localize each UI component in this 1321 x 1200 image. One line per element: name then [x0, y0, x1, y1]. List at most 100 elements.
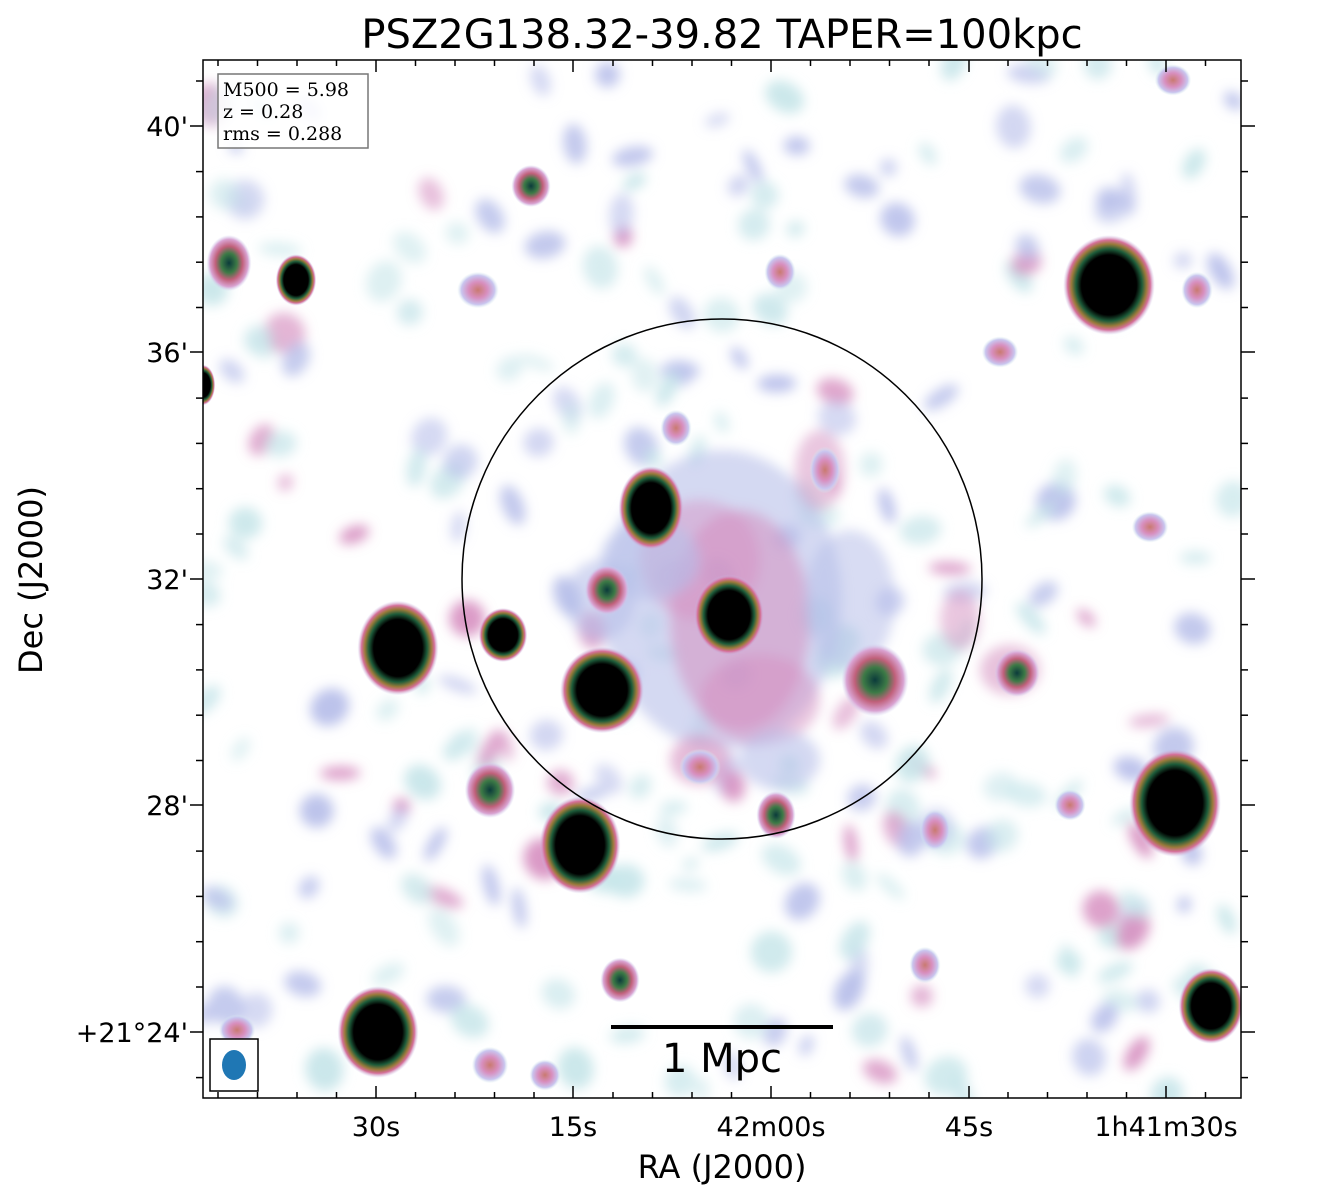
noise-blob: [563, 123, 587, 164]
bright-source: [1129, 749, 1221, 857]
weak-source: [1131, 511, 1169, 543]
noise-blob: [422, 885, 464, 909]
noise-blob: [582, 245, 618, 289]
noise-blob: [1128, 822, 1153, 859]
noise-blob: [918, 142, 937, 166]
noise-blob: [426, 985, 466, 1013]
noise-blob: [817, 400, 857, 436]
noise-blob: [928, 562, 972, 575]
noise-blob: [816, 378, 854, 405]
noise-blob: [443, 444, 478, 479]
noise-blob: [264, 430, 297, 458]
noise-blob: [411, 417, 448, 457]
noise-blob: [996, 105, 1031, 149]
weak-source: [809, 446, 841, 494]
weak-source: [457, 271, 499, 309]
bright-source: [1063, 235, 1155, 335]
noise-blob: [705, 112, 730, 128]
bright-source: [357, 600, 439, 696]
noise-blob: [714, 411, 729, 433]
halo-emission: [940, 590, 980, 650]
noise-blob: [243, 325, 273, 354]
x-axis-label: RA (J2000): [638, 1148, 807, 1186]
noise-blob: [541, 978, 576, 1009]
x-tick-label: 30s: [352, 1112, 400, 1143]
y-tick-label: 28': [146, 791, 188, 822]
noise-blob: [752, 293, 788, 326]
weak-source: [679, 748, 721, 786]
noise-blob: [319, 766, 361, 780]
beam-ellipse: [222, 1050, 246, 1080]
noise-blob: [396, 299, 423, 326]
noise-blob: [392, 231, 427, 264]
beam-indicator: [209, 1038, 259, 1092]
noise-blob: [659, 800, 688, 815]
noise-blob: [1025, 973, 1050, 999]
noise-blob: [656, 815, 678, 848]
noise-blob: [1083, 60, 1112, 80]
noise-blob: [784, 883, 820, 920]
bright-source: [1178, 968, 1241, 1044]
medium-source: [584, 564, 630, 616]
noise-blob: [743, 149, 763, 183]
noise-blob: [924, 1056, 968, 1096]
noise-blob: [783, 136, 810, 156]
noise-blob: [1217, 904, 1237, 935]
noise-blob: [844, 824, 858, 863]
noise-blob: [1005, 781, 1047, 808]
noise-blob: [258, 242, 302, 257]
noise-blob: [219, 359, 245, 383]
noise-blob: [730, 346, 749, 370]
medium-source: [756, 791, 796, 839]
y-tick-label: 32': [146, 565, 188, 596]
rms-text: rms = 0.288: [223, 123, 342, 145]
noise-blob: [203, 886, 233, 911]
noise-blob: [263, 312, 306, 354]
noise-blob: [1063, 336, 1084, 355]
noise-blob: [371, 962, 405, 986]
noise-blob: [645, 449, 662, 467]
info-box: M500 = 5.98 z = 0.28 rms = 0.288: [217, 73, 369, 149]
noise-blob: [897, 821, 926, 857]
noise-blob: [478, 729, 504, 769]
y-tick-label: 40': [146, 112, 188, 143]
noise-blob: [1118, 891, 1150, 919]
noise-blob: [738, 208, 770, 241]
noise-blob: [1120, 172, 1137, 216]
noise-blob: [209, 178, 240, 210]
noise-blob: [628, 774, 652, 799]
noise-blob: [1091, 1002, 1118, 1033]
noise-blob: [512, 887, 527, 929]
noise-blob: [644, 266, 665, 296]
noise-blob: [562, 402, 581, 435]
noise-blob: [203, 685, 221, 715]
noise-blob: [611, 343, 638, 368]
noise-blob: [277, 474, 293, 491]
noise-blob: [284, 971, 322, 997]
noise-blob: [1116, 911, 1150, 950]
m500-text: M500 = 5.98: [223, 79, 349, 101]
noise-blob: [203, 581, 221, 607]
chart-title: PSZ2G138.32-39.82 TAPER=100kpc: [361, 12, 1082, 58]
noise-blob: [720, 770, 746, 802]
noise-blob: [878, 488, 896, 524]
r500-circle: [461, 318, 983, 840]
weak-source: [1181, 271, 1213, 309]
noise-blob: [880, 202, 915, 237]
weak-source: [529, 1059, 561, 1091]
noise-blob: [841, 861, 867, 892]
weak-source: [1154, 64, 1192, 96]
noise-blob: [895, 745, 930, 783]
noise-blob: [900, 1036, 918, 1071]
noise-blob: [1055, 950, 1082, 974]
noise-blob: [833, 970, 865, 1011]
noise-blob: [281, 342, 310, 377]
noise-blob: [438, 675, 477, 694]
weak-source: [660, 409, 692, 447]
weak-source: [764, 253, 796, 291]
noise-blob: [1223, 91, 1241, 110]
noise-blob: [404, 764, 441, 800]
noise-blob: [530, 64, 551, 96]
noise-blob: [879, 158, 898, 177]
